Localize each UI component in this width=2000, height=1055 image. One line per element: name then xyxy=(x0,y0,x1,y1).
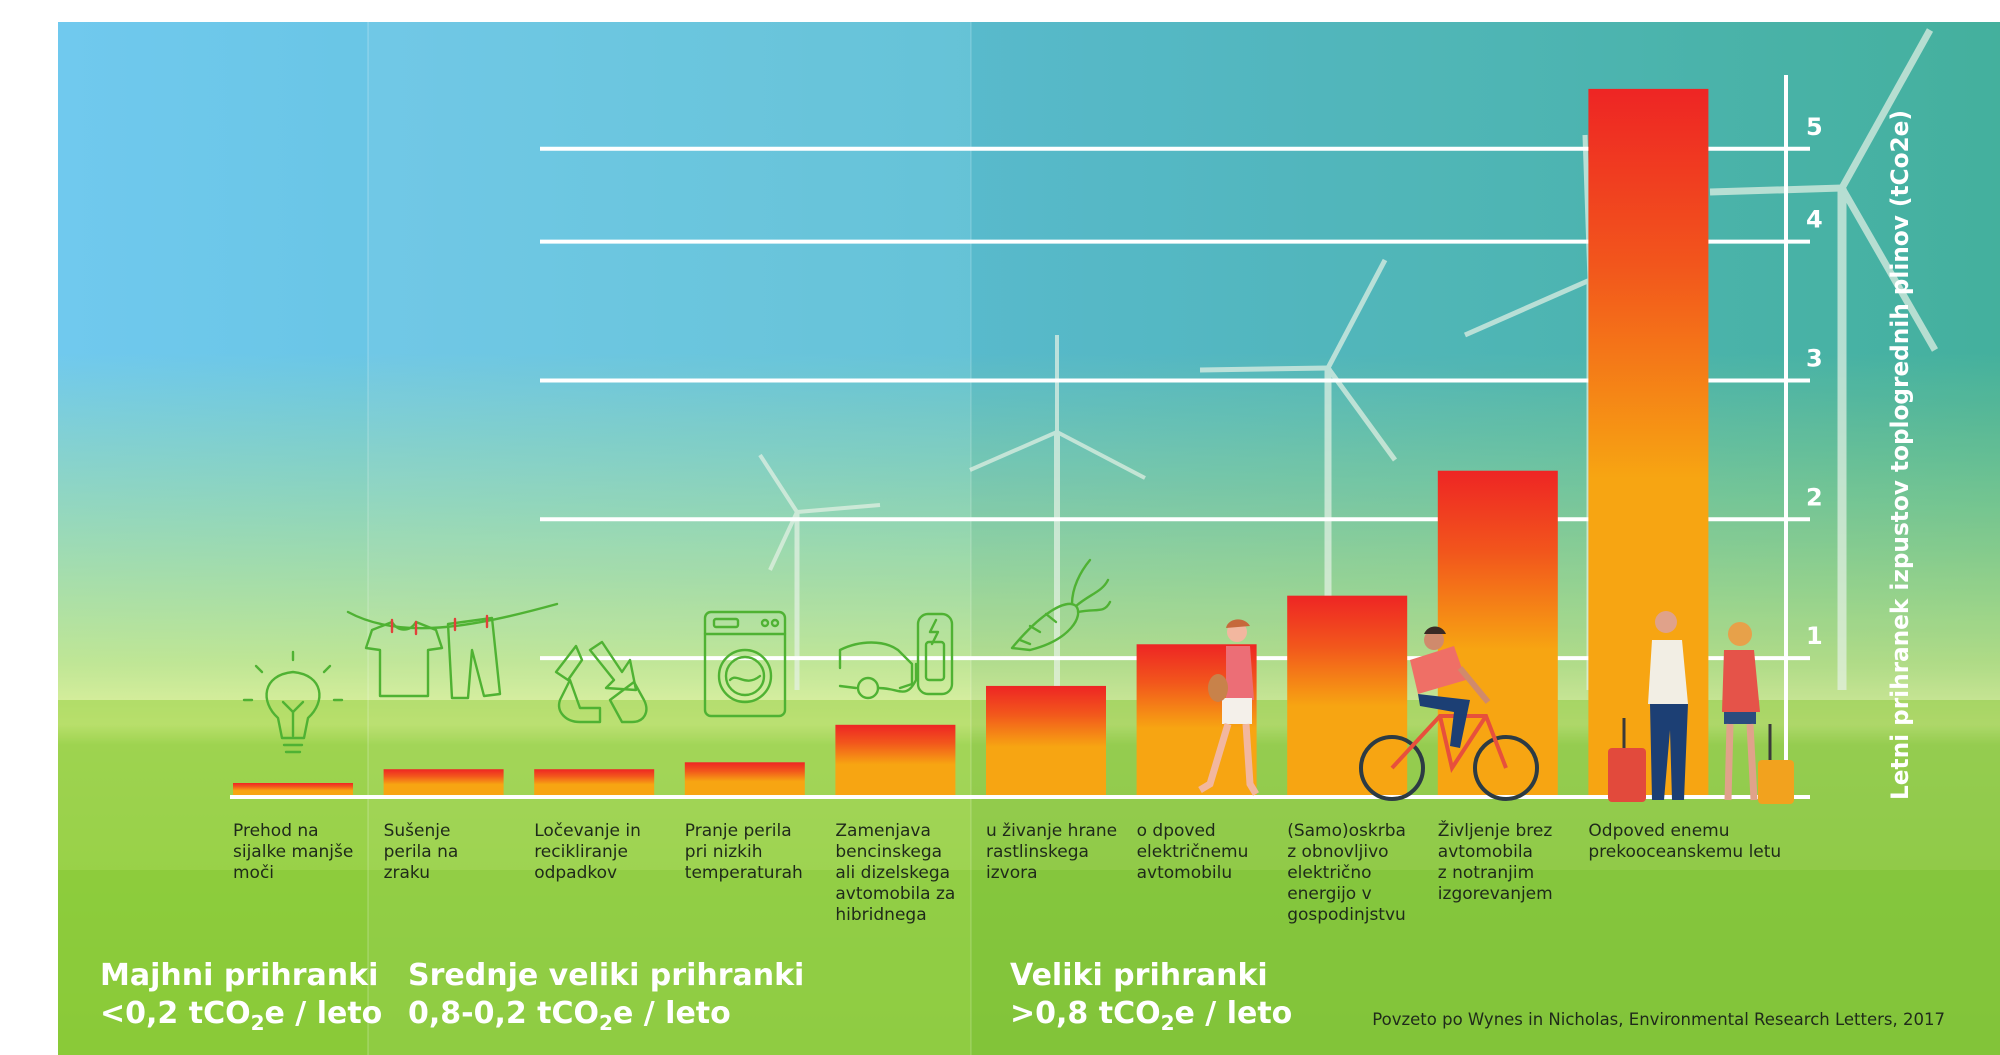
category-labels: Prehod na sijalke manjše moči Sušenje perila… xyxy=(233,819,1781,925)
washing-machine-icon xyxy=(703,610,787,718)
section-title: Srednje veliki prihranki xyxy=(408,958,804,993)
section-range: 0,8-0,2 tCO2e / leto xyxy=(408,996,731,1035)
category-label: Prehod na sijalke manjše moči xyxy=(233,821,353,883)
category-label: Življenje brez avtomobila z notranjim izgor… xyxy=(1438,819,1553,904)
hybrid-car-charging-icon xyxy=(838,612,954,700)
y-tick-label: 4 xyxy=(1806,206,1823,234)
bar xyxy=(1287,595,1408,797)
wind-turbine-icon xyxy=(758,453,881,690)
y-tick-label: 3 xyxy=(1806,344,1823,372)
wind-turbine-icon xyxy=(969,335,1146,690)
section-range: <0,2 tCO2e / leto xyxy=(100,996,382,1035)
y-tick-labels: 1 2 3 4 5 xyxy=(1806,113,1823,650)
laundry-line-icon xyxy=(346,602,559,700)
section-medium-savings: Srednje veliki prihranki 0,8-0,2 tCO2e /… xyxy=(408,958,804,1035)
y-tick-label: 2 xyxy=(1806,483,1823,511)
wind-turbine-icon xyxy=(1709,28,1939,690)
category-label: Odpoved enemu prekooceanskemu letu xyxy=(1588,821,1781,862)
grass-band-lower xyxy=(58,870,2000,1055)
category-label: Zamenjava bencinskega ali dizelskega avtomo… xyxy=(835,821,955,925)
category-label: Ločevanje in recikliranje odpadkov xyxy=(534,821,641,883)
category-label: o dpoved električnemu avtomobilu xyxy=(1137,821,1249,883)
category-label: (Samo)oskrba z obnovljivo električno energi… xyxy=(1287,821,1406,925)
section-shade-medium xyxy=(368,22,971,1055)
section-large-savings: Veliki prihranki >0,8 tCO2e / leto xyxy=(1010,958,1292,1035)
section-title: Veliki prihranki xyxy=(1010,958,1268,993)
y-tick-label: 1 xyxy=(1806,622,1823,650)
bar xyxy=(534,769,655,797)
y-tick-label: 5 xyxy=(1806,113,1823,141)
category-label: Pranje perila pri nizkih temperaturah xyxy=(685,821,803,883)
section-range: >0,8 tCO2e / leto xyxy=(1010,996,1292,1035)
bar xyxy=(835,724,956,797)
y-axis-title: Letni prihranek izpustov toplogrednih pl… xyxy=(1886,110,1914,800)
category-label: Sušenje perila na zraku xyxy=(384,821,459,883)
travelling-couple-illustration xyxy=(1608,611,1794,804)
source-citation: Povzeto po Wynes in Nicholas, Environmen… xyxy=(1372,1010,1945,1029)
cyclist-illustration xyxy=(1359,626,1539,801)
bar xyxy=(684,762,805,797)
section-small-savings: Majhni prihranki <0,2 tCO2e / leto xyxy=(100,958,382,1035)
bar xyxy=(986,685,1106,797)
section-title: Majhni prihranki xyxy=(100,958,378,993)
bars xyxy=(233,88,1709,797)
lightbulb-icon xyxy=(242,650,344,754)
walking-woman-illustration xyxy=(1198,619,1260,796)
recycle-icon xyxy=(554,640,648,724)
bar xyxy=(233,783,353,797)
bar xyxy=(1588,88,1709,797)
category-label: u živanje hrane rastlinskega izvora xyxy=(986,821,1117,883)
bar xyxy=(383,769,504,797)
carrot-icon xyxy=(1010,558,1112,652)
